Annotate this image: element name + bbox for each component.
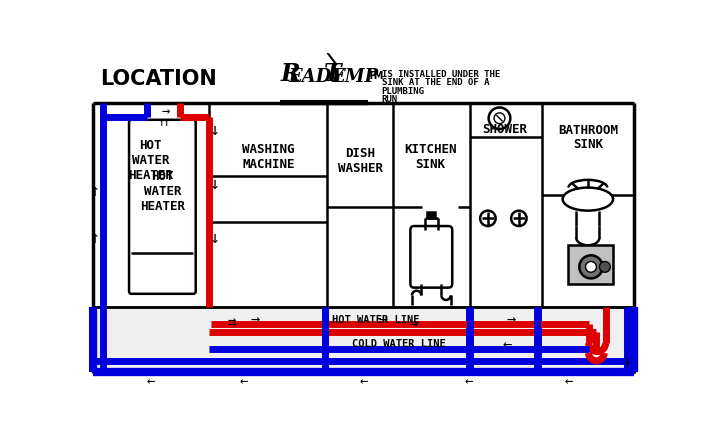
Text: SINK AT THE END OF A: SINK AT THE END OF A [382,78,489,87]
Text: ↓: ↓ [623,353,632,368]
Text: LOCATION: LOCATION [100,69,217,89]
Ellipse shape [562,187,613,211]
Text: ↓: ↓ [210,121,220,139]
Text: TM: TM [368,70,384,81]
FancyBboxPatch shape [410,226,452,288]
Text: ←: ← [146,374,155,388]
Bar [568,246,613,284]
Text: →: → [162,104,170,118]
Bar [92,307,633,372]
Text: ↓: ↓ [210,229,220,246]
Text: HOT WATER LINE: HOT WATER LINE [332,315,419,325]
Circle shape [586,261,596,272]
Text: ←: ← [360,374,368,388]
Text: COLD WATER LINE: COLD WATER LINE [352,339,446,349]
Text: →: → [378,312,388,327]
Text: WASHING
MACHINE: WASHING MACHINE [242,143,295,171]
Text: →: → [251,312,260,327]
Text: BATHROOM
SINK: BATHROOM SINK [558,124,618,151]
Text: →: → [228,313,236,327]
Text: HOT
WATER
HEATER: HOT WATER HEATER [140,170,185,213]
Text: EADY: EADY [289,68,345,86]
Bar [427,212,435,218]
Text: T: T [324,62,342,86]
Text: KITCHEN
SINK: KITCHEN SINK [404,143,457,171]
FancyBboxPatch shape [129,120,196,294]
Text: ←: ← [239,374,248,388]
Circle shape [599,261,611,272]
Text: →: → [506,312,515,327]
Text: ←: ← [503,337,512,352]
Text: DISH
WASHER: DISH WASHER [337,147,383,175]
Text: →: → [228,317,236,331]
Text: RUN: RUN [382,95,398,104]
Text: →: → [410,317,418,331]
Text: ←: ← [464,374,473,388]
Text: ↑: ↑ [157,116,165,128]
Text: R: R [281,62,300,86]
Text: ↑: ↑ [163,116,170,128]
Text: HOT
WATER
HEATER: HOT WATER HEATER [129,139,173,182]
Text: EMP: EMP [332,68,378,86]
Text: PLUMBING: PLUMBING [382,87,425,95]
Text: ←: ← [565,374,574,388]
Circle shape [579,255,603,279]
Text: ↑: ↑ [90,229,100,246]
Text: ↓: ↓ [210,175,220,193]
Text: IS INSTALLED UNDER THE: IS INSTALLED UNDER THE [382,70,500,79]
Text: SHOWER: SHOWER [482,123,528,136]
Text: ↑: ↑ [90,183,100,200]
